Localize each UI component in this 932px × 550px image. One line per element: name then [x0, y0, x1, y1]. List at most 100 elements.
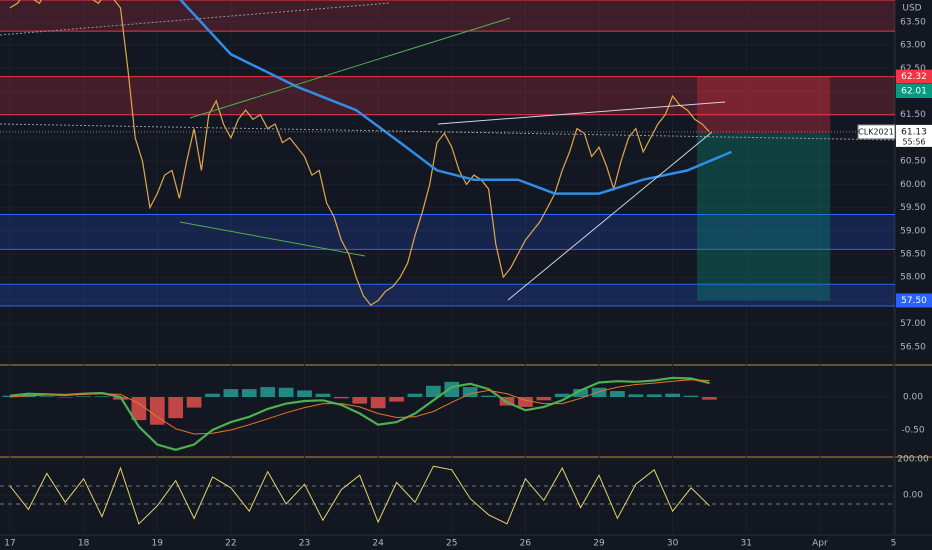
x-tick-label: 31	[741, 539, 752, 549]
histogram-bar	[646, 394, 662, 398]
histogram-bar	[628, 394, 644, 398]
price-zone	[0, 214, 895, 250]
price-zone	[0, 76, 895, 115]
axis-labels: 56.50 57.00 57.50 58.00 58.50 59.00 59.50 60.00…	[857, 17, 932, 501]
histogram-bar	[297, 390, 312, 398]
trend-line	[507, 131, 713, 301]
trend-line	[0, 2, 391, 36]
y-tick-label: 59.50	[900, 203, 926, 213]
histogram-bar	[518, 397, 533, 407]
x-tick-label: 23	[299, 539, 310, 549]
x-tick-label: 26	[520, 539, 532, 549]
x-tick-label: 29	[593, 539, 605, 549]
y-tick-label: 61.50	[900, 110, 926, 120]
x-tick-label: 5	[891, 539, 897, 549]
y-tick-label: 63.00	[900, 41, 926, 51]
stop-zone	[696, 76, 831, 134]
drawings	[0, 2, 896, 301]
price-zone	[0, 284, 895, 307]
histogram-bar	[241, 389, 257, 398]
histogram-bar	[665, 393, 681, 398]
oscillator-line	[9, 465, 710, 525]
x-tick-label: 24	[372, 539, 384, 549]
y-tick-label: 58.50	[900, 250, 926, 260]
histogram-bar	[352, 397, 368, 404]
histogram-bar	[426, 385, 441, 398]
x-tick-label: Apr	[812, 539, 828, 549]
target-zone	[696, 133, 831, 301]
price-zone	[0, 0, 895, 32]
y-tick-label: 59.00	[900, 226, 926, 236]
histogram-bar	[186, 397, 202, 408]
histogram-bar	[2, 395, 18, 398]
currency-label: USD	[902, 4, 921, 14]
y-tick-label: 60.00	[900, 180, 926, 190]
macd-line	[9, 379, 710, 435]
x-tick-label: 30	[667, 539, 679, 549]
price-tag-label: 57.50	[901, 296, 927, 306]
histogram-bar	[370, 397, 386, 409]
trend-line	[437, 101, 726, 125]
histogram-bar	[702, 397, 717, 400]
price-pane	[0, 0, 895, 307]
histogram-bar	[610, 391, 625, 398]
histogram-bar	[389, 397, 404, 402]
countdown-label: 55:56	[902, 137, 925, 146]
x-tick-label: 17	[4, 539, 15, 549]
histogram-bar	[260, 387, 276, 398]
y-tick-label: 57.00	[900, 319, 926, 329]
histogram-bar	[149, 397, 165, 425]
histogram-bar	[315, 393, 331, 398]
histogram-bar	[554, 393, 570, 398]
y-tick-label: 0.00	[903, 393, 923, 403]
last-price-label: 61.13	[901, 127, 927, 137]
histogram-bar	[76, 396, 92, 398]
y-tick-label: 62.50	[900, 64, 926, 74]
y-tick-label: 200.00	[897, 454, 929, 464]
price-tag-label: 62.32	[901, 72, 927, 82]
x-tick-label: 25	[446, 539, 457, 549]
histogram-bar	[223, 389, 239, 398]
macd-pane	[0, 376, 895, 451]
price-tag	[896, 69, 932, 84]
y-tick-label: 0.00	[903, 491, 923, 501]
y-tick-label: 56.50	[900, 342, 926, 352]
price-tag	[896, 84, 932, 99]
oscillator-pane	[0, 458, 895, 525]
trend-line	[179, 221, 366, 257]
histogram-bar	[462, 387, 478, 398]
histogram-bar	[536, 397, 552, 401]
x-tick-label: 22	[225, 539, 236, 549]
y-tick-label: 63.50	[900, 17, 926, 27]
histogram-bar	[481, 395, 496, 398]
trend-line	[0, 123, 896, 141]
histogram-bar	[683, 395, 699, 398]
histogram-bar	[131, 397, 147, 421]
histogram-bar	[591, 387, 607, 398]
histogram-bar	[573, 389, 588, 398]
histogram-bar	[57, 397, 73, 398]
price-tag	[896, 293, 932, 308]
x-tick-label: 18	[78, 539, 90, 549]
trend-line	[189, 17, 511, 119]
macd-line	[9, 376, 710, 451]
histogram-bar	[39, 396, 55, 398]
histogram-bar	[94, 396, 110, 398]
histogram-bar	[205, 393, 220, 398]
price-tag-label: 62.01	[901, 87, 927, 97]
price-line	[9, 0, 710, 306]
histogram-bar	[168, 397, 184, 419]
histogram-bar	[407, 393, 423, 398]
histogram-bar	[444, 381, 460, 398]
histogram-bar	[333, 397, 349, 399]
y-tick-label: 58.00	[900, 273, 926, 283]
last-price-tag	[896, 124, 932, 147]
symbol-label: CLK2021	[858, 127, 894, 136]
x-tick-label: 19	[152, 539, 164, 549]
y-tick-label: 60.50	[900, 157, 926, 167]
moving-average	[178, 0, 732, 195]
histogram-bar	[278, 387, 294, 398]
